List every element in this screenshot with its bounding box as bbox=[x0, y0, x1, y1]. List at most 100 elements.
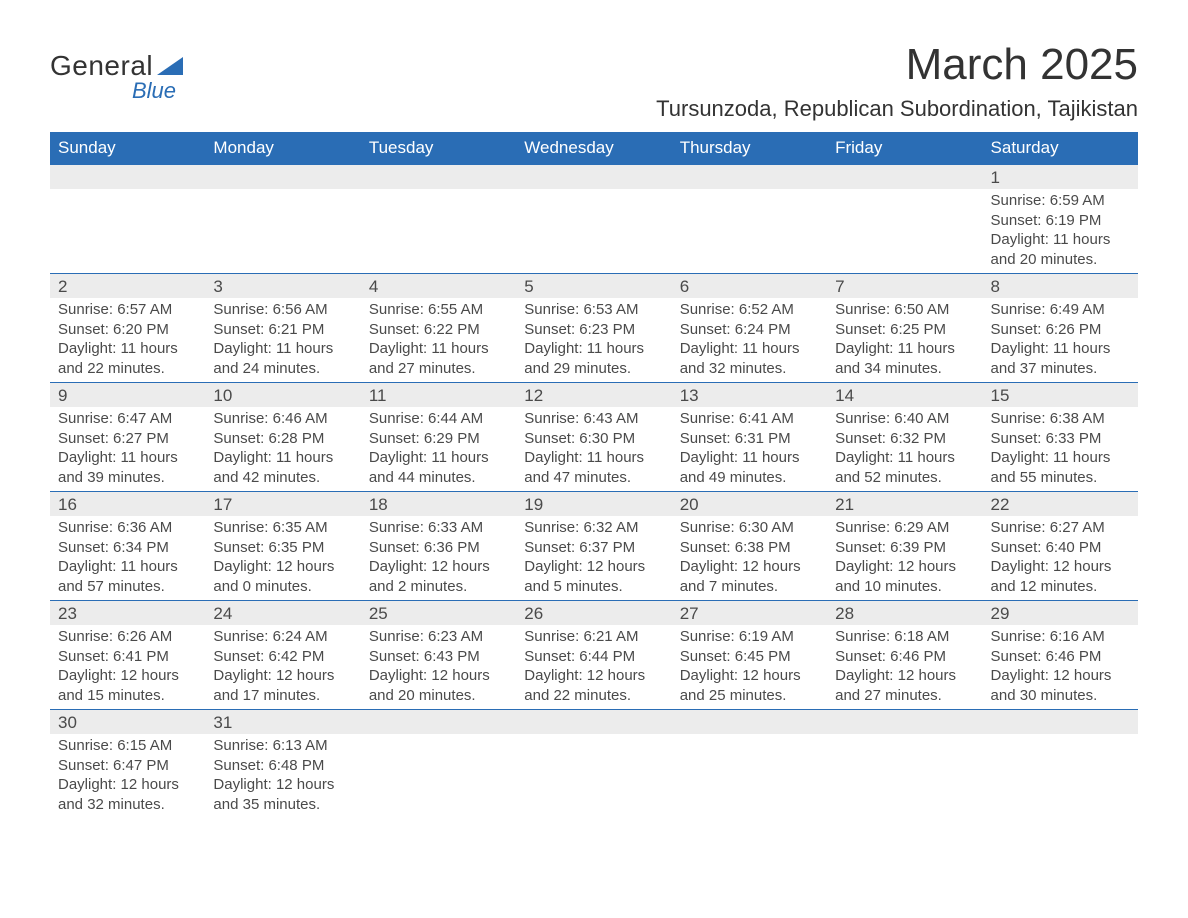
sunset-text: Sunset: 6:47 PM bbox=[58, 756, 197, 776]
daylight-text: and 55 minutes. bbox=[991, 468, 1130, 488]
day-number-cell bbox=[516, 165, 671, 190]
daylight-text: Daylight: 12 hours bbox=[680, 666, 819, 686]
daynum-row: 3031 bbox=[50, 710, 1138, 735]
day-number-cell: 14 bbox=[827, 383, 982, 408]
daylight-text: Daylight: 11 hours bbox=[369, 339, 508, 359]
sunrise-text: Sunrise: 6:24 AM bbox=[213, 627, 352, 647]
daylight-text: Daylight: 12 hours bbox=[835, 557, 974, 577]
daylight-text: Daylight: 12 hours bbox=[369, 666, 508, 686]
day-number-cell: 16 bbox=[50, 492, 205, 517]
day-number-cell bbox=[983, 710, 1138, 735]
day-number-cell: 1 bbox=[983, 165, 1138, 190]
sunrise-text: Sunrise: 6:55 AM bbox=[369, 300, 508, 320]
day-number-cell bbox=[50, 165, 205, 190]
daylight-text: Daylight: 11 hours bbox=[213, 339, 352, 359]
sunrise-text: Sunrise: 6:30 AM bbox=[680, 518, 819, 538]
day-data-cell: Sunrise: 6:56 AMSunset: 6:21 PMDaylight:… bbox=[205, 298, 360, 383]
day-data-cell bbox=[672, 734, 827, 818]
daylight-text: Daylight: 12 hours bbox=[835, 666, 974, 686]
sunset-text: Sunset: 6:26 PM bbox=[991, 320, 1130, 340]
sunset-text: Sunset: 6:45 PM bbox=[680, 647, 819, 667]
sunrise-text: Sunrise: 6:13 AM bbox=[213, 736, 352, 756]
day-number-cell: 25 bbox=[361, 601, 516, 626]
day-number-cell bbox=[672, 165, 827, 190]
daylight-text: and 22 minutes. bbox=[58, 359, 197, 379]
day-data-cell: Sunrise: 6:49 AMSunset: 6:26 PMDaylight:… bbox=[983, 298, 1138, 383]
daynum-row: 23242526272829 bbox=[50, 601, 1138, 626]
day-number-cell bbox=[516, 710, 671, 735]
day-data-cell: Sunrise: 6:26 AMSunset: 6:41 PMDaylight:… bbox=[50, 625, 205, 710]
weekday-header-row: Sunday Monday Tuesday Wednesday Thursday… bbox=[50, 132, 1138, 165]
sunset-text: Sunset: 6:35 PM bbox=[213, 538, 352, 558]
location-text: Tursunzoda, Republican Subordination, Ta… bbox=[656, 96, 1138, 122]
day-data-cell: Sunrise: 6:53 AMSunset: 6:23 PMDaylight:… bbox=[516, 298, 671, 383]
sunset-text: Sunset: 6:20 PM bbox=[58, 320, 197, 340]
daylight-text: Daylight: 12 hours bbox=[680, 557, 819, 577]
daylight-text: and 57 minutes. bbox=[58, 577, 197, 597]
day-data-cell: Sunrise: 6:21 AMSunset: 6:44 PMDaylight:… bbox=[516, 625, 671, 710]
sunrise-text: Sunrise: 6:59 AM bbox=[991, 191, 1130, 211]
day-data-cell: Sunrise: 6:55 AMSunset: 6:22 PMDaylight:… bbox=[361, 298, 516, 383]
day-number-cell: 17 bbox=[205, 492, 360, 517]
day-data-cell: Sunrise: 6:52 AMSunset: 6:24 PMDaylight:… bbox=[672, 298, 827, 383]
daylight-text: and 44 minutes. bbox=[369, 468, 508, 488]
daylight-text: Daylight: 11 hours bbox=[835, 448, 974, 468]
title-block: March 2025 Tursunzoda, Republican Subord… bbox=[656, 40, 1138, 122]
daylight-text: Daylight: 12 hours bbox=[213, 557, 352, 577]
sunset-text: Sunset: 6:21 PM bbox=[213, 320, 352, 340]
sunset-text: Sunset: 6:32 PM bbox=[835, 429, 974, 449]
col-wednesday: Wednesday bbox=[516, 132, 671, 165]
day-data-cell: Sunrise: 6:23 AMSunset: 6:43 PMDaylight:… bbox=[361, 625, 516, 710]
sunset-text: Sunset: 6:27 PM bbox=[58, 429, 197, 449]
sunrise-text: Sunrise: 6:41 AM bbox=[680, 409, 819, 429]
day-number-cell: 29 bbox=[983, 601, 1138, 626]
day-data-cell: Sunrise: 6:29 AMSunset: 6:39 PMDaylight:… bbox=[827, 516, 982, 601]
daylight-text: and 27 minutes. bbox=[835, 686, 974, 706]
day-number-cell: 19 bbox=[516, 492, 671, 517]
sunset-text: Sunset: 6:38 PM bbox=[680, 538, 819, 558]
day-data-cell bbox=[827, 189, 982, 274]
sunset-text: Sunset: 6:24 PM bbox=[680, 320, 819, 340]
sunrise-text: Sunrise: 6:19 AM bbox=[680, 627, 819, 647]
daylight-text: and 7 minutes. bbox=[680, 577, 819, 597]
day-data-cell: Sunrise: 6:13 AMSunset: 6:48 PMDaylight:… bbox=[205, 734, 360, 818]
day-number-cell: 9 bbox=[50, 383, 205, 408]
day-number-cell: 28 bbox=[827, 601, 982, 626]
sunrise-text: Sunrise: 6:52 AM bbox=[680, 300, 819, 320]
sunrise-text: Sunrise: 6:53 AM bbox=[524, 300, 663, 320]
col-friday: Friday bbox=[827, 132, 982, 165]
sunset-text: Sunset: 6:41 PM bbox=[58, 647, 197, 667]
daylight-text: Daylight: 12 hours bbox=[58, 666, 197, 686]
daylight-text: and 10 minutes. bbox=[835, 577, 974, 597]
sunset-text: Sunset: 6:36 PM bbox=[369, 538, 508, 558]
sunset-text: Sunset: 6:25 PM bbox=[835, 320, 974, 340]
daylight-text: Daylight: 12 hours bbox=[991, 557, 1130, 577]
daylight-text: and 24 minutes. bbox=[213, 359, 352, 379]
daylight-text: Daylight: 12 hours bbox=[58, 775, 197, 795]
header: General Blue March 2025 Tursunzoda, Repu… bbox=[50, 40, 1138, 122]
day-number-cell: 15 bbox=[983, 383, 1138, 408]
daylight-text: Daylight: 11 hours bbox=[835, 339, 974, 359]
day-data-cell: Sunrise: 6:59 AMSunset: 6:19 PMDaylight:… bbox=[983, 189, 1138, 274]
month-title: March 2025 bbox=[656, 40, 1138, 90]
daylight-text: Daylight: 11 hours bbox=[680, 339, 819, 359]
day-data-cell: Sunrise: 6:43 AMSunset: 6:30 PMDaylight:… bbox=[516, 407, 671, 492]
day-number-cell: 27 bbox=[672, 601, 827, 626]
daylight-text: Daylight: 11 hours bbox=[991, 448, 1130, 468]
day-number-cell: 5 bbox=[516, 274, 671, 299]
daylight-text: and 34 minutes. bbox=[835, 359, 974, 379]
day-number-cell: 13 bbox=[672, 383, 827, 408]
day-number-cell bbox=[205, 165, 360, 190]
sunrise-text: Sunrise: 6:33 AM bbox=[369, 518, 508, 538]
day-data-cell: Sunrise: 6:41 AMSunset: 6:31 PMDaylight:… bbox=[672, 407, 827, 492]
sunset-text: Sunset: 6:46 PM bbox=[991, 647, 1130, 667]
sunrise-text: Sunrise: 6:21 AM bbox=[524, 627, 663, 647]
day-number-cell: 22 bbox=[983, 492, 1138, 517]
day-data-cell: Sunrise: 6:35 AMSunset: 6:35 PMDaylight:… bbox=[205, 516, 360, 601]
daynum-row: 2345678 bbox=[50, 274, 1138, 299]
daylight-text: and 17 minutes. bbox=[213, 686, 352, 706]
day-data-cell: Sunrise: 6:44 AMSunset: 6:29 PMDaylight:… bbox=[361, 407, 516, 492]
sunset-text: Sunset: 6:30 PM bbox=[524, 429, 663, 449]
sunrise-text: Sunrise: 6:23 AM bbox=[369, 627, 508, 647]
daylight-text: and 35 minutes. bbox=[213, 795, 352, 815]
